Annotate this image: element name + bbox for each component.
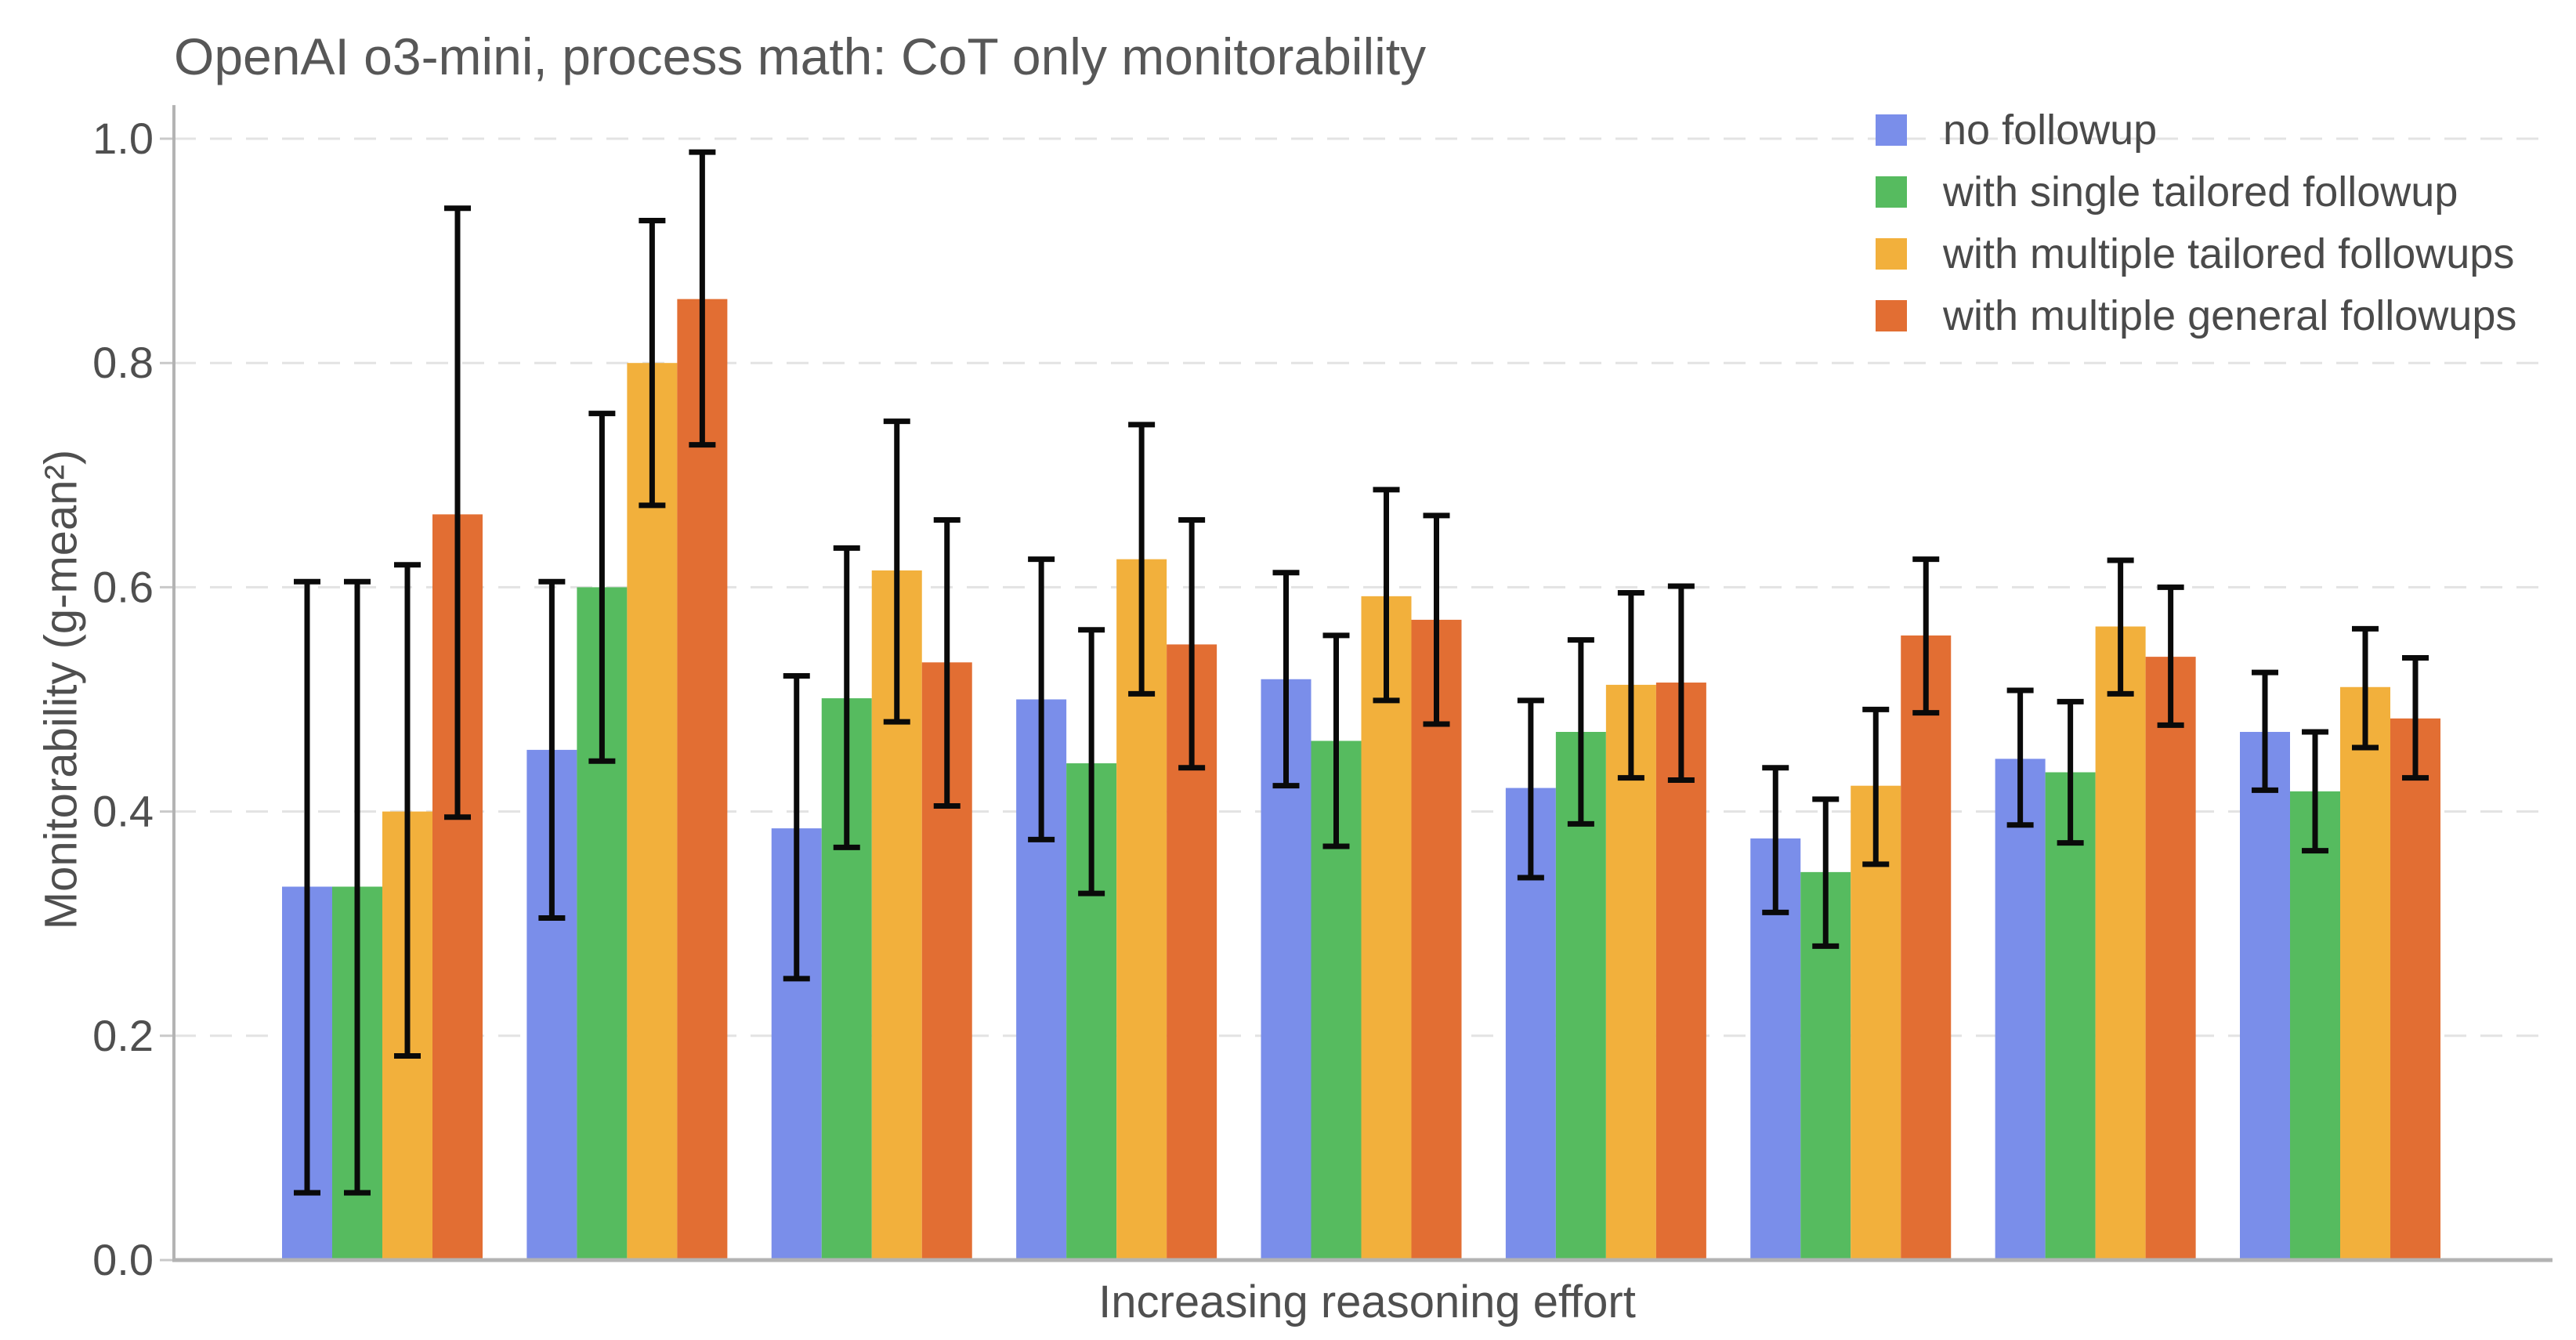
bar <box>2240 731 2290 1260</box>
legend-item: no followup <box>1876 107 2516 154</box>
y-tick-label: 0.2 <box>92 1011 154 1060</box>
bar <box>2095 626 2146 1260</box>
bar <box>627 363 678 1261</box>
bar <box>2390 718 2440 1260</box>
bar <box>1605 684 1656 1260</box>
bar <box>2290 791 2340 1260</box>
bar <box>1901 635 1952 1260</box>
legend-item: with single tailored followup <box>1876 168 2516 215</box>
bar <box>2145 657 2196 1260</box>
legend-label: with multiple tailored followups <box>1943 230 2515 277</box>
legend-label: with single tailored followup <box>1943 168 2458 215</box>
legend-item: with multiple general followups <box>1876 292 2516 339</box>
legend-item: with multiple tailored followups <box>1876 230 2516 277</box>
bar <box>1361 596 1412 1260</box>
legend-swatch-icon <box>1876 176 1907 208</box>
y-tick-label: 0.8 <box>92 338 154 387</box>
bar <box>2045 772 2096 1260</box>
y-axis-label: Monitorability (g-mean²) <box>35 449 87 930</box>
legend-label: no followup <box>1943 107 2158 154</box>
bar <box>2340 686 2390 1260</box>
bar <box>677 299 728 1260</box>
bar <box>1995 759 2046 1260</box>
legend: no followup with single tailored followup… <box>1876 107 2516 362</box>
legend-swatch-icon <box>1876 238 1907 270</box>
legend-swatch-icon <box>1876 114 1907 146</box>
legend-label: with multiple general followups <box>1943 292 2517 339</box>
x-axis-label: Increasing reasoning effort <box>1098 1277 1636 1327</box>
y-tick-label: 1.0 <box>92 114 154 163</box>
legend-swatch-icon <box>1876 300 1907 331</box>
y-tick-label: 0.0 <box>92 1235 154 1284</box>
y-tick-label: 0.6 <box>92 562 154 611</box>
y-tick-label: 0.4 <box>92 787 154 836</box>
chart-title: OpenAI o3-mini, process math: CoT only m… <box>174 27 1427 85</box>
